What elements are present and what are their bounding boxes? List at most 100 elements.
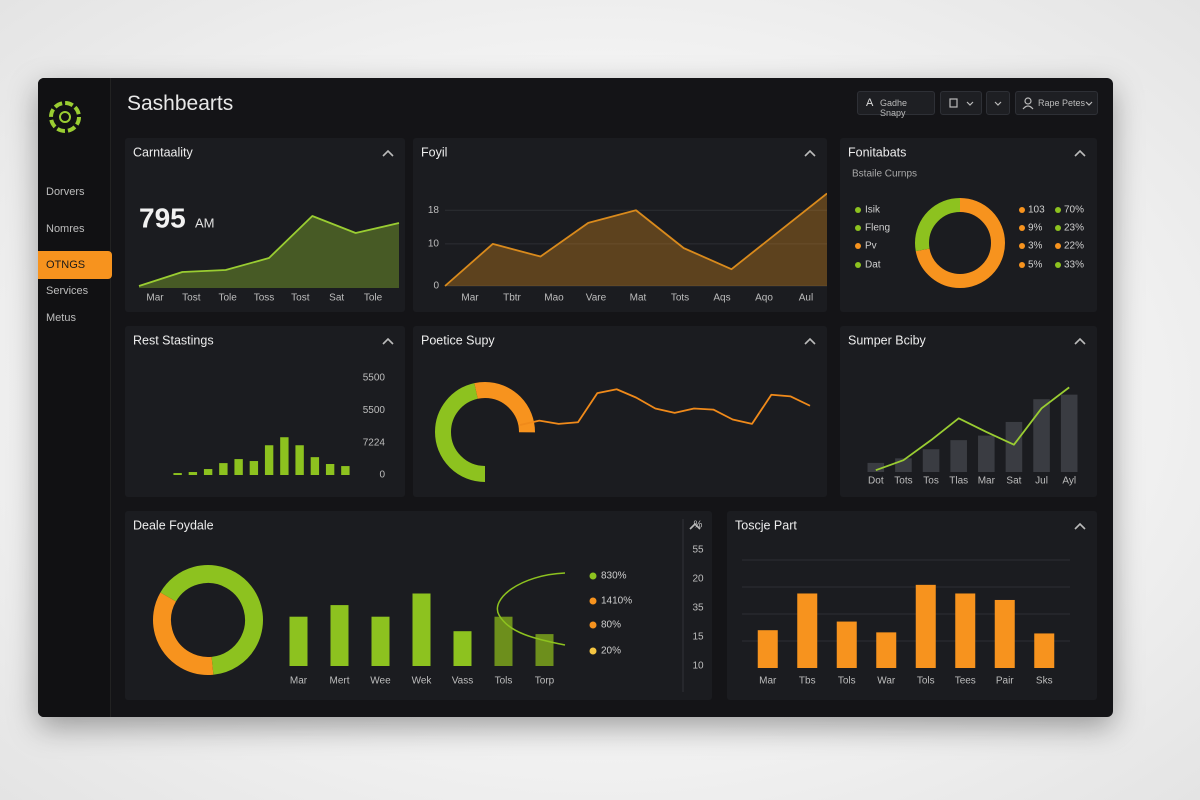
bar: [412, 593, 431, 666]
legend-dot: [1019, 243, 1025, 249]
page-title: Sashbearts: [127, 92, 234, 115]
panel-title: Rest Stastings: [133, 333, 214, 347]
panel-title: Fonitabats: [848, 145, 906, 159]
bar: [325, 464, 335, 475]
nav-item[interactable]: Metus: [46, 312, 76, 324]
y-tick-label: 18: [428, 205, 440, 216]
legend-label: Pv: [865, 241, 877, 252]
bar: [310, 457, 320, 475]
dropdown-button[interactable]: [986, 91, 1010, 115]
bar: [234, 459, 243, 475]
area-fill: [445, 193, 827, 286]
bar: [1060, 394, 1078, 472]
x-tick-label: Tole: [218, 293, 237, 304]
search-text: Gadhe Snapy: [880, 98, 908, 118]
collapse-icon[interactable]: [1074, 522, 1086, 530]
legend-label: 1410%: [601, 596, 632, 607]
line: [519, 388, 811, 426]
legend-dot: [1055, 243, 1061, 249]
x-tick-label: Sat: [1006, 476, 1021, 487]
legend-dot: [855, 243, 861, 249]
bar: [295, 445, 304, 475]
panel-title: Foyil: [421, 145, 447, 159]
ring-segment: [153, 565, 263, 675]
panel: Toscje Part Mar Tbs Tols War Tols Tees Pair Sks: [727, 511, 1097, 700]
panel-subtitle: Bstaile Curnps: [852, 169, 917, 180]
x-tick-label: Tost: [291, 293, 310, 304]
x-tick-label: Aqs: [713, 293, 730, 304]
x-tick-label: Tbtr: [503, 293, 521, 304]
collapse-icon[interactable]: [382, 149, 394, 157]
legend-share: 22%: [1064, 241, 1084, 252]
x-tick-label: Tole: [364, 293, 383, 304]
panel-chart: Rest Stastings 0 7224 5500 5500: [133, 333, 394, 481]
bar: [994, 599, 1015, 668]
search-box[interactable]: A Gadhe Snapy: [857, 91, 935, 118]
bar: [203, 469, 213, 475]
x-tick-label: Torp: [535, 676, 555, 687]
x-tick-label: Aul: [799, 293, 813, 304]
collapse-icon[interactable]: [1074, 149, 1086, 157]
nav-item[interactable]: OTNGS: [38, 251, 112, 279]
panel-title: Toscje Part: [735, 518, 797, 532]
x-tick-label: Mat: [630, 293, 647, 304]
bar: [330, 605, 349, 666]
panel-title: Sumper Bciby: [848, 333, 927, 347]
legend-label: 80%: [601, 620, 621, 631]
x-tick-label: Tols: [495, 676, 513, 687]
decor-curve: [496, 572, 566, 646]
user-icon: [1022, 97, 1034, 110]
x-tick-label: Tols: [838, 676, 856, 687]
collapse-icon[interactable]: [804, 149, 816, 157]
bar: [1034, 633, 1055, 668]
bar: [341, 466, 350, 475]
collapse-icon[interactable]: [382, 337, 394, 345]
nav-item[interactable]: Nomres: [46, 223, 85, 235]
panel-title: Deale Foydale: [133, 518, 214, 532]
y-tick-label: 15: [692, 632, 704, 643]
bar: [876, 632, 897, 668]
x-tick-label: Tots: [894, 476, 912, 487]
bar: [249, 461, 259, 475]
bar: [280, 437, 289, 475]
bar: [188, 472, 198, 475]
legend-share: 23%: [1064, 223, 1084, 234]
x-tick-label: Mert: [330, 676, 350, 687]
bar: [836, 621, 857, 668]
view-button[interactable]: [940, 91, 982, 115]
nav-item[interactable]: Dorvers: [46, 186, 85, 198]
bar: [264, 445, 274, 475]
x-tick-label: Sat: [329, 293, 344, 304]
line: [444, 192, 827, 287]
bar: [289, 616, 308, 666]
x-tick-label: Dot: [868, 476, 884, 487]
kpi-unit: AM: [195, 215, 215, 230]
legend-dot: [589, 572, 597, 580]
legend-dot: [855, 262, 861, 268]
area-fill: [139, 216, 399, 288]
bar: [950, 440, 967, 472]
legend-share: 33%: [1064, 260, 1084, 271]
panel-chart: Foyil 0 10 18 Mar Tbtr Mao Vare Mat Tots Aqs Aqo Aul: [421, 145, 827, 304]
kpi-value: 795: [139, 202, 186, 233]
x-tick-label: Sks: [1036, 676, 1053, 687]
bar: [797, 593, 818, 668]
x-tick-label: Tost: [182, 293, 201, 304]
nav-item[interactable]: Services: [46, 285, 89, 297]
collapse-icon[interactable]: [1074, 337, 1086, 345]
legend-dot: [589, 647, 597, 655]
bar: [955, 593, 976, 668]
x-tick-label: Tlas: [949, 476, 968, 487]
user-menu[interactable]: Rape Petes: [1015, 91, 1098, 115]
panel-chart: Sumper Bciby Dot Tots Tos Tlas Mar Sat Jul Ayl: [848, 333, 1086, 487]
bar: [978, 435, 995, 472]
collapse-icon[interactable]: [689, 522, 701, 530]
legend-dot: [1055, 225, 1061, 231]
line: [875, 386, 1070, 472]
y-tick-label: 5500: [363, 373, 386, 384]
collapse-icon[interactable]: [804, 337, 816, 345]
panel-title: Poetice Supy: [421, 333, 495, 347]
line: [138, 215, 400, 287]
legend-value: 9%: [1028, 223, 1043, 234]
panel-title: Carntaality: [133, 145, 193, 159]
